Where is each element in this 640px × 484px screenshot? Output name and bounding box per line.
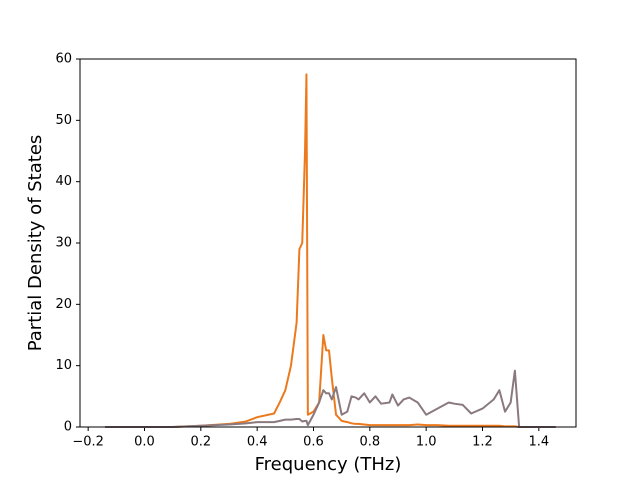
x-tick-label: 0.8	[359, 435, 380, 450]
plot-frame	[79, 58, 577, 428]
x-tick-label: −0.2	[72, 435, 104, 450]
x-axis-label: Frequency (THz)	[255, 454, 402, 475]
x-tick-label: 0.4	[247, 435, 268, 450]
y-tick-label: 10	[55, 358, 72, 373]
series-line	[105, 369, 556, 428]
series-line	[105, 73, 556, 428]
y-tick-label: 20	[55, 297, 72, 312]
y-tick-label: 30	[55, 236, 72, 251]
x-tick-label: 1.4	[528, 435, 549, 450]
y-tick-label: 60	[55, 52, 72, 67]
y-tick-label: 40	[55, 174, 72, 189]
y-tick-label: 0	[64, 420, 72, 435]
x-tick-label: 0.0	[134, 435, 155, 450]
y-tick-label: 50	[55, 113, 72, 128]
x-tick-label: 1.2	[472, 435, 493, 450]
x-tick-label: 0.6	[303, 435, 324, 450]
x-tick-label: 1.0	[416, 435, 437, 450]
x-tick-label: 0.2	[190, 435, 211, 450]
y-axis-label: Partial Density of States	[25, 135, 46, 352]
